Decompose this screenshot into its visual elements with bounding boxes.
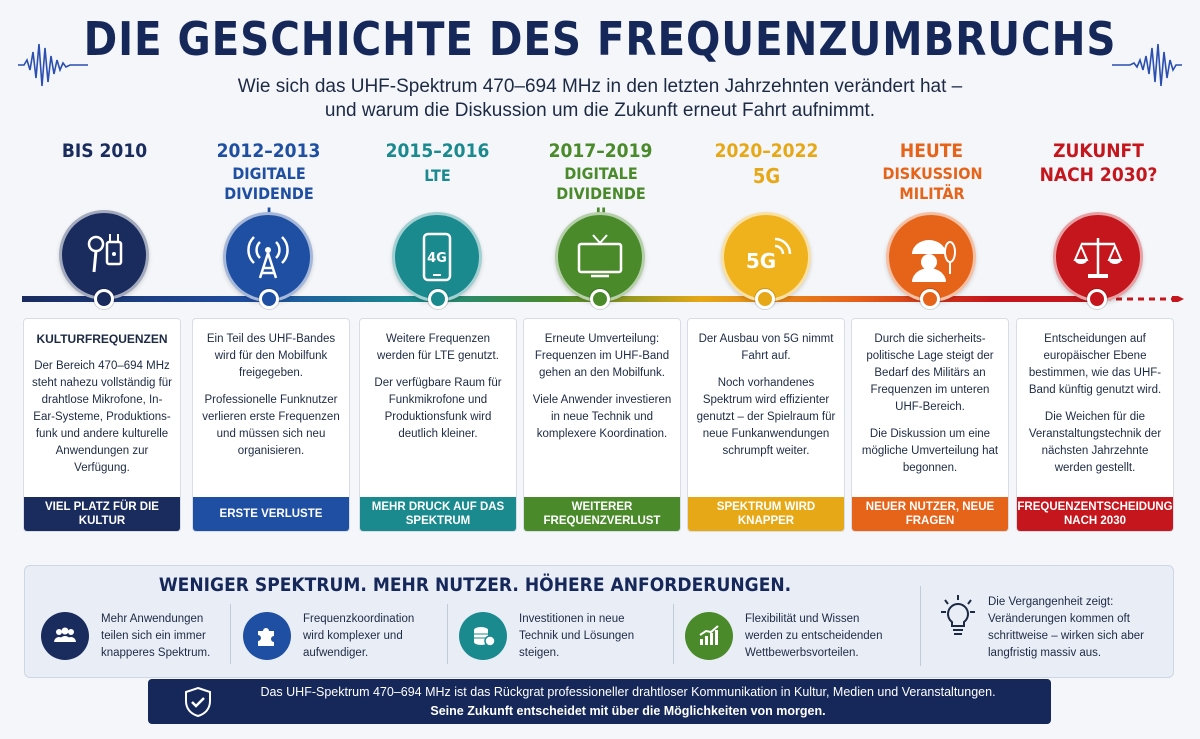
stage-year: BIS 2010 [61,140,148,162]
card-footer: FREQUENZENTSCHEIDUNG NACH 2030 [1017,497,1173,531]
stage-bis-2010: BIS 2010 [22,140,187,300]
scales-icon [1073,238,1123,278]
summary-point-text: Flexibilität und Wissen werden zu entsch… [745,612,883,659]
television-icon [577,234,623,278]
users-icon [41,612,89,660]
stage-card: Erneute Umverteilung: Frequenzen im UHF-… [523,318,681,532]
shield-check-icon [185,686,211,718]
lesson-text: Die Vergangenheit zeigt: Veränderungen k… [988,596,1144,659]
card-footer: ERSTE VERLUSTE [193,497,349,531]
stage-icon-circle [555,212,645,302]
timeline-dot [259,289,279,309]
card-text: Viele Anwender investieren in neue Techn… [532,394,672,440]
stage-2017-2019: 2017–2019 DIGITALE DIVIDENDE II [518,140,683,302]
stage-icon-circle: 4G [392,212,482,302]
card-text: Erneute Umverteilung: Frequenzen im UHF-… [534,333,670,379]
card-heading: KULTURFREQUENZEN [36,332,168,346]
stage-label: LTE [424,166,451,185]
timeline-dot [590,289,610,309]
stage-year: HEUTE [899,140,964,162]
sound-wave-icon [18,43,88,87]
timeline-dot [920,289,940,309]
summary-point: Investitionen in neue Technik und Lösung… [459,606,649,666]
svg-text:4G: 4G [427,251,447,266]
svg-text:5G: 5G [746,249,776,273]
timeline-dot [755,289,775,309]
stage-year: ZUKUNFT [1053,140,1144,162]
sound-wave-icon [1112,43,1182,87]
lightbulb-icon [941,595,975,635]
summary-title: WENIGER SPEKTRUM. MEHR NUTZER. HÖHERE AN… [158,574,792,596]
stage-card: Durch die sicherheits-politische Lage st… [851,318,1009,532]
card-text: Durch die sicherheits-politische Lage st… [866,333,994,413]
page-title: DIE GESCHICHTE DES FREQUENZUMBRUCHS [83,12,1117,66]
banner-line-emphasis: Seine Zukunft entscheidet mit über die M… [430,704,826,718]
subtitle-line: und warum die Diskussion um die Zukunft … [324,100,876,121]
stage-card: Weitere Frequenzen werden für LTE genutz… [359,318,517,532]
summary-point: Mehr Anwendungen teilen sich ein immer k… [41,606,216,666]
puzzle-icon [243,612,291,660]
stage-year: 2015–2016 [385,140,490,162]
card-text: Professionelle Funknutzer verlieren erst… [202,394,340,457]
stage-label: DISKUSSION MILITÄR [882,164,983,203]
radio-tower-icon [247,236,289,279]
stage-year: 2020–2022 [714,140,819,162]
stage-2012-2013: 2012–2013 DIGITALE DIVIDENDE I [186,140,351,302]
banner-line: Das UHF-Spektrum 470–694 MHz ist das Rüc… [260,685,996,699]
stage-2020-2022: 2020–2022 5G 5G [684,140,849,302]
footer-banner: Das UHF-Spektrum 470–694 MHz ist das Rüc… [148,679,1051,724]
timeline-dot [428,289,448,309]
card-text: Weitere Frequenzen werden für LTE genutz… [377,333,499,362]
card-text: Noch vorhandenes Spektrum wird effizient… [696,377,836,457]
smartphone-4g-icon: 4G [422,232,452,282]
card-footer: WEITERER FREQUENZVERLUST [524,497,680,531]
timeline-dot [94,289,114,309]
summary-point-text: Investitionen in neue Technik und Lösung… [519,612,635,659]
page-subtitle: Wie sich das UHF-Spektrum 470–694 MHz in… [150,75,1050,123]
stage-icon-circle [59,210,149,300]
stage-card: Entscheidungen auf europäischer Ebene be… [1016,318,1174,532]
card-text: Der Ausbau von 5G nimmt Fahrt auf. [698,333,834,362]
stage-zukunft: ZUKUNFT NACH 2030? [1016,140,1181,302]
divider [920,586,921,666]
card-footer: NEUER NUTZER, NEUE FRAGEN [852,497,1008,531]
stage-2015-2016: 2015–2016 LTE 4G [355,140,520,302]
summary-point-text: Frequenzkoordination wird komplexer und … [303,612,415,659]
card-text: Die Weichen für die Veranstaltungstechni… [1028,411,1162,474]
card-text: Die Diskussion um eine mögliche Umvertei… [861,428,999,474]
microphone-icon [87,234,123,273]
lesson-note: Die Vergangenheit zeigt: Veränderungen k… [940,594,1168,662]
timeline-dot [1087,289,1107,309]
stage-year: 2017–2019 [548,140,653,162]
stage-icon-circle: 5G [721,212,811,302]
growth-chart-icon [685,612,733,660]
stage-year: 2012–2013 [216,140,321,162]
stage-card: Ein Teil des UHF-Bandes wird für den Mob… [192,318,350,532]
coins-icon [459,612,507,660]
stage-label: NACH 2030? [1039,164,1158,186]
card-footer: MEHR DRUCK AUF DAS SPEKTRUM [360,497,516,531]
divider [447,604,448,664]
card-footer: VIEL PLATZ FÜR DIE KULTUR [24,497,180,531]
card-text: Ein Teil des UHF-Bandes wird für den Mob… [206,333,336,379]
card-text: Entscheidungen auf europäischer Ebene be… [1028,333,1162,396]
subtitle-line: Wie sich das UHF-Spektrum 470–694 MHz in… [237,76,963,97]
timeline-bar [22,296,1184,302]
stage-card: KULTURFREQUENZEN Der Bereich 470–694 MHz… [23,318,181,532]
card-text: Der verfügbare Raum für Funkmikrofone un… [374,377,502,440]
summary-point: Frequenzkoordination wird komplexer und … [243,606,428,666]
5g-signal-icon: 5G [746,237,792,273]
summary-point-text: Mehr Anwendungen teilen sich ein immer k… [101,612,211,659]
soldier-icon [912,240,956,282]
stage-card: Der Ausbau von 5G nimmt Fahrt auf. Noch … [687,318,845,532]
divider [673,604,674,664]
summary-point: Flexibilität und Wissen werden zu entsch… [685,606,895,666]
divider [230,604,231,664]
stage-heute: HEUTE DISKUSSION MILITÄR [849,140,1014,302]
summary-panel: WENIGER SPEKTRUM. MEHR NUTZER. HÖHERE AN… [24,565,1174,678]
card-footer: SPEKTRUM WIRD KNAPPER [688,497,844,531]
stage-label: 5G [752,164,781,188]
card-text: Der Bereich 470–694 MHz steht nahezu vol… [32,360,173,474]
stage-icon-circle [886,212,976,302]
